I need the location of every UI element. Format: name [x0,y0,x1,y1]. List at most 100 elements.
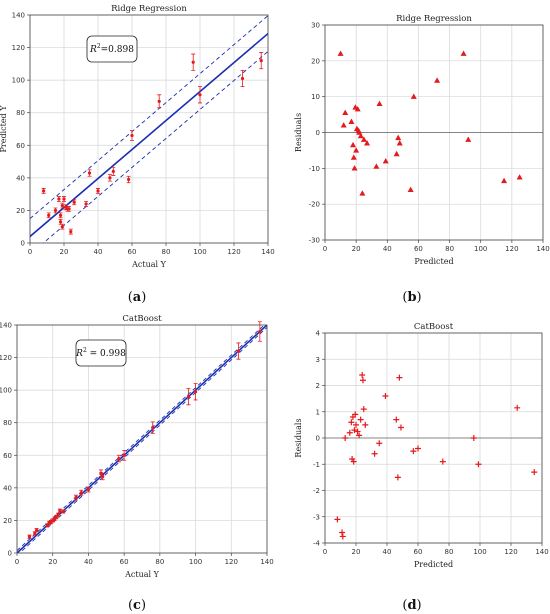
data-point-plus [352,411,359,418]
data-point-triangle [460,50,467,56]
data-point [127,177,131,182]
data-point-triangle [360,136,367,142]
chart-panel-d: 0 20 40 60 80 100 120 140 -4 -3 -2 -1 0 1 2 3 4 CatBoost P… [294,322,549,613]
data-point-plus [396,374,403,381]
data-point-plus [353,421,359,428]
x-tick-label: 100 [473,548,486,556]
x-tick-label: 40 [84,558,93,566]
data-point [240,76,245,81]
data-point [186,395,191,399]
data-point-plus [339,533,346,540]
data-point [117,456,121,461]
data-point [59,220,63,224]
data-point-plus [360,406,367,413]
x-tick-label: 20 [48,558,57,566]
data-point-triangle [501,177,508,184]
y-axis-label: Residuals [294,113,303,152]
chart-title: Ridge Regression [396,14,472,24]
data-point [35,528,39,532]
data-point [57,197,61,201]
data-point [157,99,161,103]
x-tick-label: 140 [261,248,274,256]
y-tick-label: 0 [316,129,320,137]
data-point-triangle [340,122,347,128]
y-tick-label: 140 [0,322,12,330]
x-axis-label: Predicted [414,257,453,266]
y-tick-label: -2 [313,487,320,495]
data-point [69,230,73,234]
x-tick-label: 20 [352,245,361,253]
x-tick-label: 140 [260,558,273,566]
y-tick-label: 20 [311,57,320,65]
data-point [236,349,241,353]
data-point [122,453,126,457]
x-tick-label: 80 [445,245,454,253]
x-tick-label: 20 [60,248,69,256]
data-point-plus [362,421,369,428]
data-point-triangle [350,154,357,160]
chart-panel-b: 0 20 40 60 80 100 120 140 -30 -20 -10 0 10 20 30 Ridge … [294,14,550,305]
data-point [111,169,115,173]
data-point-plus [342,435,349,441]
data-point [59,213,63,217]
data-point [79,491,83,495]
x-tick-label: 60 [128,248,137,256]
data-point-plus [351,427,358,434]
x-tick-label: 100 [193,248,206,256]
data-point [61,509,66,514]
data-point-plus [393,416,400,423]
x-tick-label: 120 [504,548,517,556]
data-point-plus [470,435,477,441]
r-squared-box [75,339,127,367]
x-tick-label: 40 [383,548,392,556]
data-point [193,390,198,394]
x-tick-label: 120 [505,245,518,253]
x-tick-label: 80 [445,548,454,556]
data-point-triangle [359,190,366,196]
data-point-triangle [351,165,358,171]
data-point-plus [514,404,521,411]
x-tick-label: 80 [155,558,164,566]
data-point-plus [334,516,341,523]
data-point-triangle [395,134,402,141]
confidence-band-upper [17,325,265,551]
y-tick-label: 140 [12,12,25,20]
data-point [60,203,64,208]
data-point [74,496,78,500]
data-point-triangle [373,163,380,169]
data-point [67,207,71,211]
x-tick-label: 40 [383,245,392,253]
y-tick-label: -4 [313,540,321,548]
y-tick-label: 40 [3,484,12,492]
y-tick-label: 20 [16,207,25,215]
data-point-plus [359,372,366,378]
data-point-plus [346,429,353,436]
data-point-plus [382,393,389,399]
y-tick-label: 80 [3,419,12,427]
x-tick-label: 140 [535,548,548,556]
chart-title: CatBoost [414,322,454,332]
x-tick-label: 100 [189,558,202,566]
x-tick-label: 120 [227,248,240,256]
x-tick-label: 100 [474,245,487,253]
x-tick-label: 40 [94,248,103,256]
data-point-plus [356,432,363,439]
y-axis-label: Residuals [294,418,303,457]
data-point-triangle [434,77,441,83]
data-point [60,225,64,229]
data-points [337,50,523,196]
data-point [191,60,195,64]
panel-label: (d) [402,598,421,613]
data-point-plus [339,529,346,536]
panel-label: (b) [402,290,421,305]
data-point [33,531,37,536]
data-point [27,535,32,539]
y-tick-label: 2 [316,382,320,390]
chart-title: Ridge Regression [111,4,187,14]
y-tick-label: 0 [316,435,320,443]
x-axis-label: Actual Y [124,570,159,579]
plot-frame [16,324,268,554]
data-point-plus [348,419,355,426]
r-squared-annotation: R2=0.898 [89,43,134,55]
